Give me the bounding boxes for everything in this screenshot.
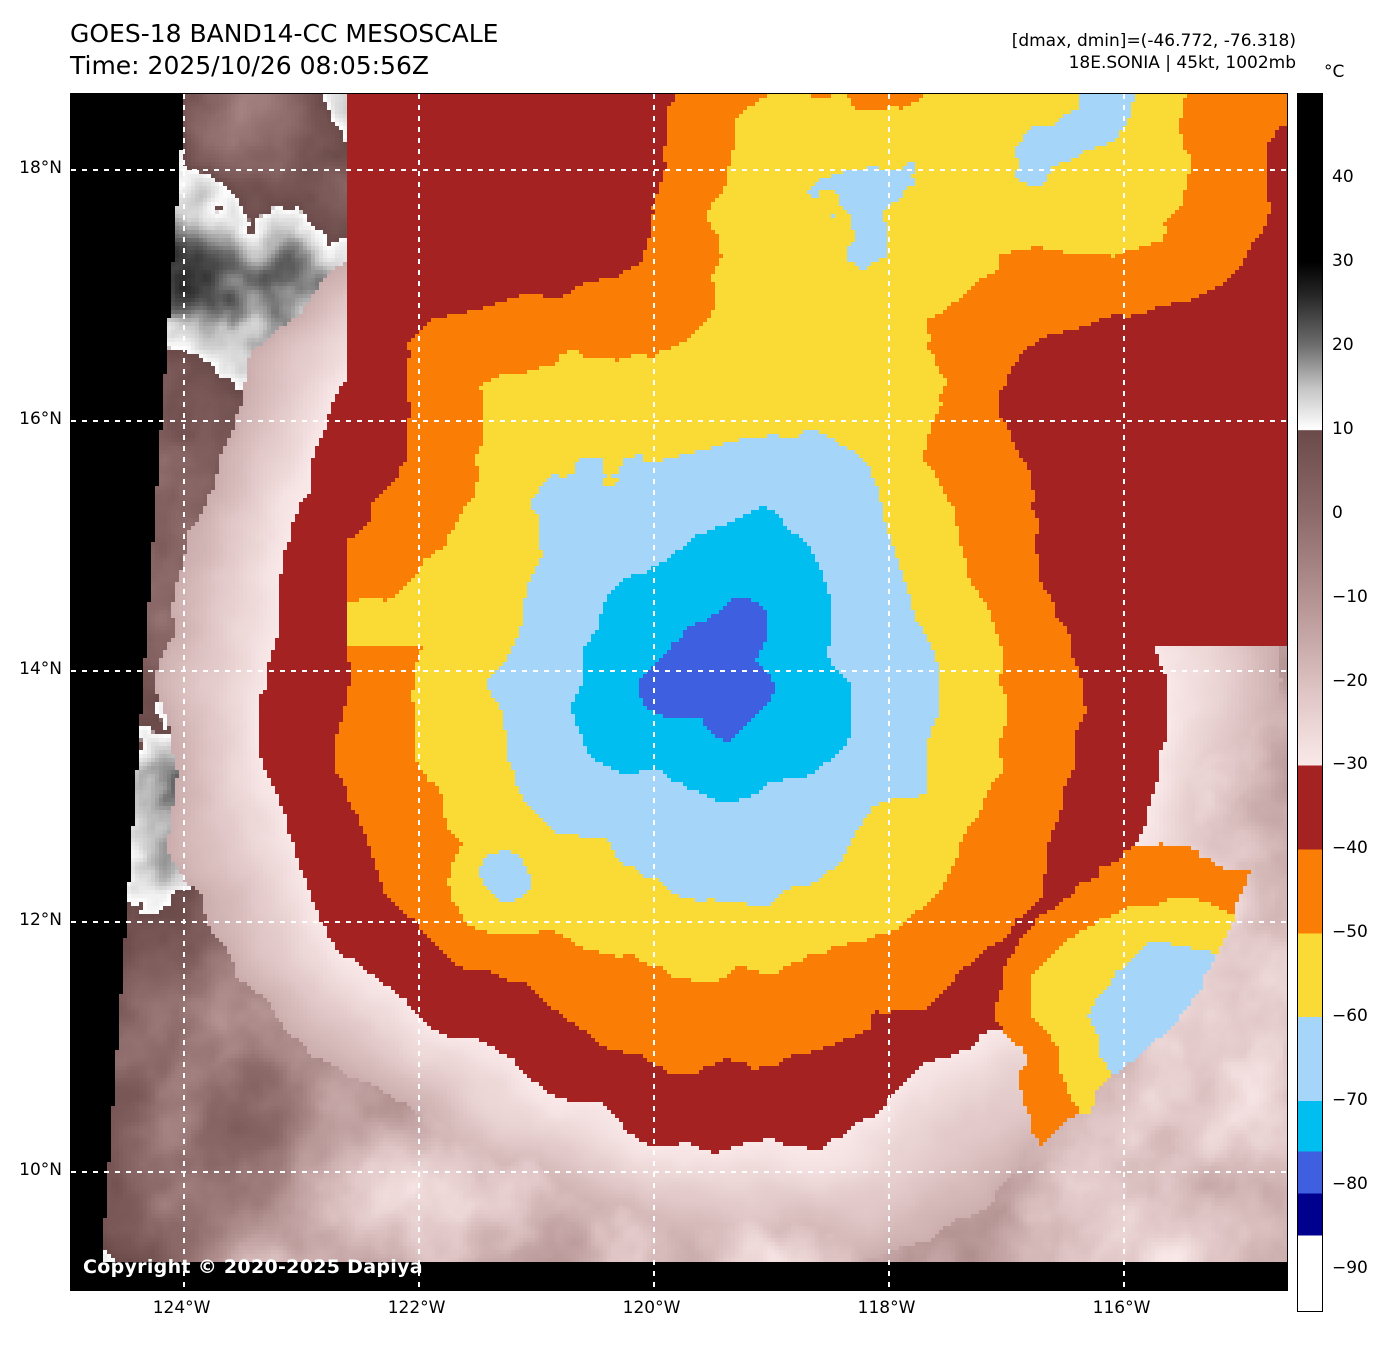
x-axis-tick-122°W: 122°W [387, 1298, 446, 1318]
x-axis-tick-124°W: 124°W [152, 1298, 211, 1318]
colorbar-tick--40: −40 [1332, 838, 1368, 859]
y-axis-tick-14°N: 14°N [19, 659, 62, 680]
metadata-block: [dmax, dmin]=(-46.772, -76.318) 18E.SONI… [1012, 30, 1296, 74]
colorbar [1297, 93, 1323, 1312]
colorbar-unit-label: °C [1324, 62, 1345, 82]
satellite-raster [71, 94, 1287, 1290]
colorbar-tick--30: −30 [1332, 754, 1368, 775]
timestamp-label: Time: 2025/10/26 08:05:56Z [70, 51, 429, 80]
page-title: GOES-18 BAND14-CC MESOSCALE [70, 19, 499, 48]
dmax-dmin-label: [dmax, dmin]=(-46.772, -76.318) [1011, 31, 1296, 51]
y-axis-tick-16°N: 16°N [19, 408, 62, 429]
title-block: GOES-18 BAND14-CC MESOSCALE Time: 2025/1… [70, 18, 498, 82]
colorbar-tick-20: 20 [1332, 334, 1354, 355]
colorbar-tick--60: −60 [1332, 1006, 1368, 1027]
colorbar-tick-0: 0 [1332, 502, 1343, 523]
colorbar-tick--70: −70 [1332, 1090, 1368, 1111]
y-axis-tick-12°N: 12°N [19, 909, 62, 930]
copyright-label: Copyright © 2020-2025 Dapiya [83, 1256, 423, 1278]
colorbar-tick--50: −50 [1332, 922, 1368, 943]
colorbar-tick--80: −80 [1332, 1174, 1368, 1195]
x-axis-tick-116°W: 116°W [1092, 1298, 1151, 1318]
satellite-image-plot: Copyright © 2020-2025 Dapiya [70, 93, 1288, 1291]
colorbar-tick--90: −90 [1332, 1258, 1368, 1279]
colorbar-tick-40: 40 [1332, 166, 1354, 187]
colorbar-tick-30: 30 [1332, 250, 1354, 271]
colorbar-gradient [1298, 94, 1322, 1311]
colorbar-tick--10: −10 [1332, 586, 1368, 607]
y-axis-tick-18°N: 18°N [19, 158, 62, 179]
y-axis-tick-10°N: 10°N [19, 1160, 62, 1181]
colorbar-tick--20: −20 [1332, 670, 1368, 691]
x-axis-tick-120°W: 120°W [622, 1298, 681, 1318]
colorbar-tick-10: 10 [1332, 418, 1354, 439]
storm-info-label: 18E.SONIA | 45kt, 1002mb [1068, 53, 1296, 74]
x-axis-tick-118°W: 118°W [857, 1298, 916, 1318]
plot-inner [71, 94, 1287, 1290]
